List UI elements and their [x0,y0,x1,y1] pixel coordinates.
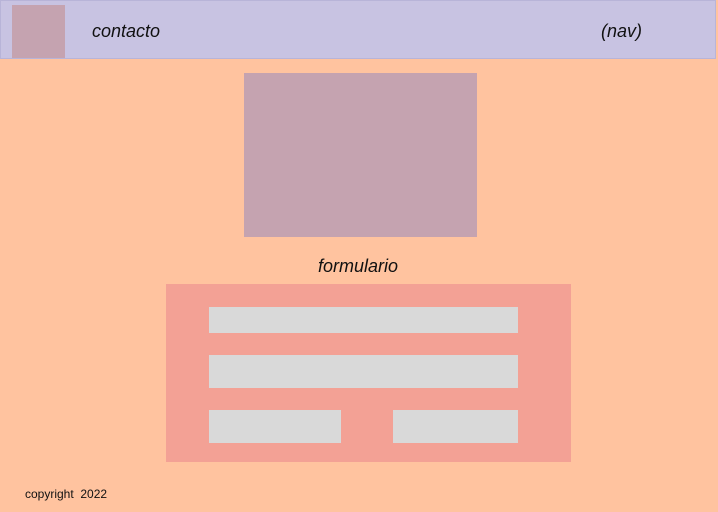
form-field-2[interactable] [209,355,518,388]
nav-placeholder[interactable]: (nav) [601,21,643,41]
hero-image-placeholder [244,73,477,237]
form-title: formulario [318,256,399,276]
footer-copyright: copyright 2022 [25,487,108,501]
form-field-1[interactable] [209,307,518,333]
contact-form [166,284,571,462]
header-bar: contacto (nav) [0,0,716,59]
page-title: contacto [92,21,161,41]
form-field-4[interactable] [393,410,518,443]
form-field-3[interactable] [209,410,341,443]
logo-placeholder[interactable] [12,5,65,58]
